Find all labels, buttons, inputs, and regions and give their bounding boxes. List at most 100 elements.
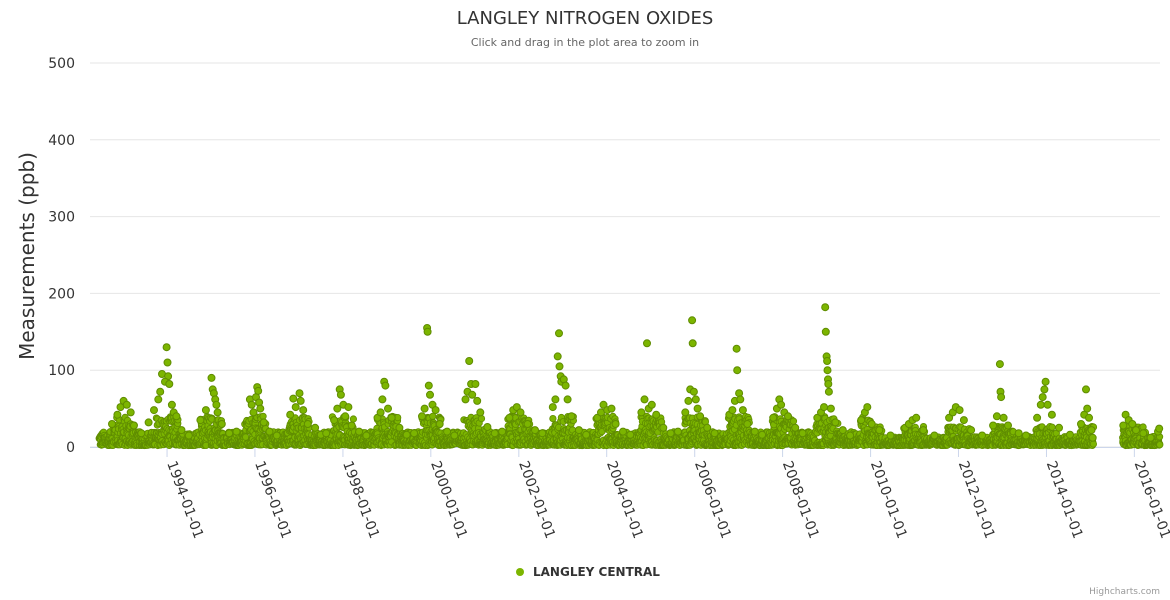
data-point[interactable] (303, 420, 312, 428)
data-point[interactable] (728, 406, 737, 415)
data-point[interactable] (232, 427, 241, 436)
data-point[interactable] (505, 413, 514, 422)
data-point[interactable] (777, 400, 786, 409)
data-point[interactable] (207, 373, 216, 382)
data-point[interactable] (498, 427, 507, 436)
data-point[interactable] (607, 404, 616, 413)
data-point[interactable] (696, 412, 705, 421)
data-point[interactable] (355, 427, 364, 436)
data-point[interactable] (471, 380, 480, 388)
data-point[interactable] (821, 327, 830, 336)
data-point[interactable] (791, 423, 800, 432)
data-point[interactable] (108, 420, 116, 428)
data-point[interactable] (666, 429, 675, 438)
credits-link[interactable]: Highcharts.com (1089, 587, 1160, 597)
data-point[interactable] (296, 396, 305, 405)
data-point[interactable] (322, 429, 331, 438)
data-point[interactable] (619, 427, 627, 436)
data-point[interactable] (992, 412, 1001, 421)
data-point[interactable] (999, 413, 1008, 422)
data-point[interactable] (684, 396, 693, 405)
data-point[interactable] (1146, 433, 1155, 442)
data-point[interactable] (555, 362, 564, 371)
data-point[interactable] (256, 404, 265, 413)
data-point[interactable] (824, 387, 833, 396)
data-point[interactable] (823, 357, 832, 365)
data-point[interactable] (1087, 426, 1096, 435)
data-point[interactable] (688, 316, 697, 325)
data-point[interactable] (930, 431, 939, 440)
data-point[interactable] (769, 413, 778, 422)
data-point[interactable] (213, 408, 222, 417)
data-point[interactable] (824, 380, 833, 388)
data-point[interactable] (574, 426, 583, 435)
data-point[interactable] (553, 352, 562, 361)
data-point[interactable] (387, 413, 396, 422)
data-point[interactable] (395, 423, 404, 432)
data-point[interactable] (1139, 429, 1148, 438)
data-point[interactable] (886, 431, 895, 440)
data-point[interactable] (347, 421, 356, 430)
data-point[interactable] (531, 426, 539, 435)
data-point[interactable] (476, 408, 485, 417)
data-point[interactable] (1004, 421, 1012, 430)
data-point[interactable] (184, 431, 193, 440)
data-point[interactable] (611, 420, 620, 428)
data-point[interactable] (551, 395, 560, 404)
data-point[interactable] (798, 429, 807, 438)
data-point[interactable] (299, 406, 308, 415)
data-point[interactable] (330, 416, 339, 425)
data-point[interactable] (626, 430, 635, 439)
data-point[interactable] (538, 429, 547, 438)
data-point[interactable] (336, 390, 345, 399)
data-point[interactable] (743, 420, 752, 428)
data-point[interactable] (703, 423, 712, 432)
data-point[interactable] (693, 404, 702, 413)
data-point[interactable] (378, 395, 387, 404)
data-point[interactable] (548, 403, 557, 412)
data-point[interactable] (967, 426, 976, 435)
data-point[interactable] (691, 395, 700, 404)
data-point[interactable] (959, 416, 968, 425)
data-point[interactable] (289, 394, 298, 403)
data-point[interactable] (424, 381, 433, 390)
data-point[interactable] (516, 408, 525, 417)
data-point[interactable] (1038, 393, 1047, 402)
data-point[interactable] (652, 410, 661, 419)
data-point[interactable] (163, 358, 172, 367)
data-point[interactable] (674, 427, 682, 436)
data-point[interactable] (450, 431, 459, 440)
data-point[interactable] (995, 360, 1004, 369)
data-point[interactable] (689, 387, 698, 396)
data-point[interactable] (582, 430, 591, 439)
data-point[interactable] (362, 431, 371, 440)
data-point[interactable] (710, 429, 719, 438)
data-point[interactable] (821, 303, 830, 312)
data-point[interactable] (659, 423, 668, 432)
data-point[interactable] (831, 418, 840, 427)
data-point[interactable] (431, 406, 440, 415)
data-point[interactable] (989, 421, 998, 430)
data-point[interactable] (129, 421, 138, 430)
data-point[interactable] (1047, 410, 1056, 419)
data-point[interactable] (1083, 404, 1092, 413)
data-point[interactable] (1036, 400, 1045, 409)
data-point[interactable] (1022, 431, 1030, 440)
data-point[interactable] (875, 426, 884, 435)
data-point[interactable] (468, 390, 477, 399)
data-point[interactable] (823, 366, 832, 375)
data-point[interactable] (172, 412, 181, 421)
data-point[interactable] (688, 339, 697, 348)
data-point[interactable] (1082, 385, 1090, 394)
data-point[interactable] (265, 427, 274, 436)
data-point[interactable] (978, 431, 987, 440)
data-point[interactable] (838, 426, 847, 435)
data-point[interactable] (295, 389, 304, 398)
data-point[interactable] (1085, 413, 1093, 422)
data-point[interactable] (1014, 429, 1023, 438)
data-point[interactable] (784, 412, 792, 421)
data-point[interactable] (162, 343, 171, 352)
data-point[interactable] (144, 418, 153, 427)
data-point[interactable] (640, 395, 649, 404)
